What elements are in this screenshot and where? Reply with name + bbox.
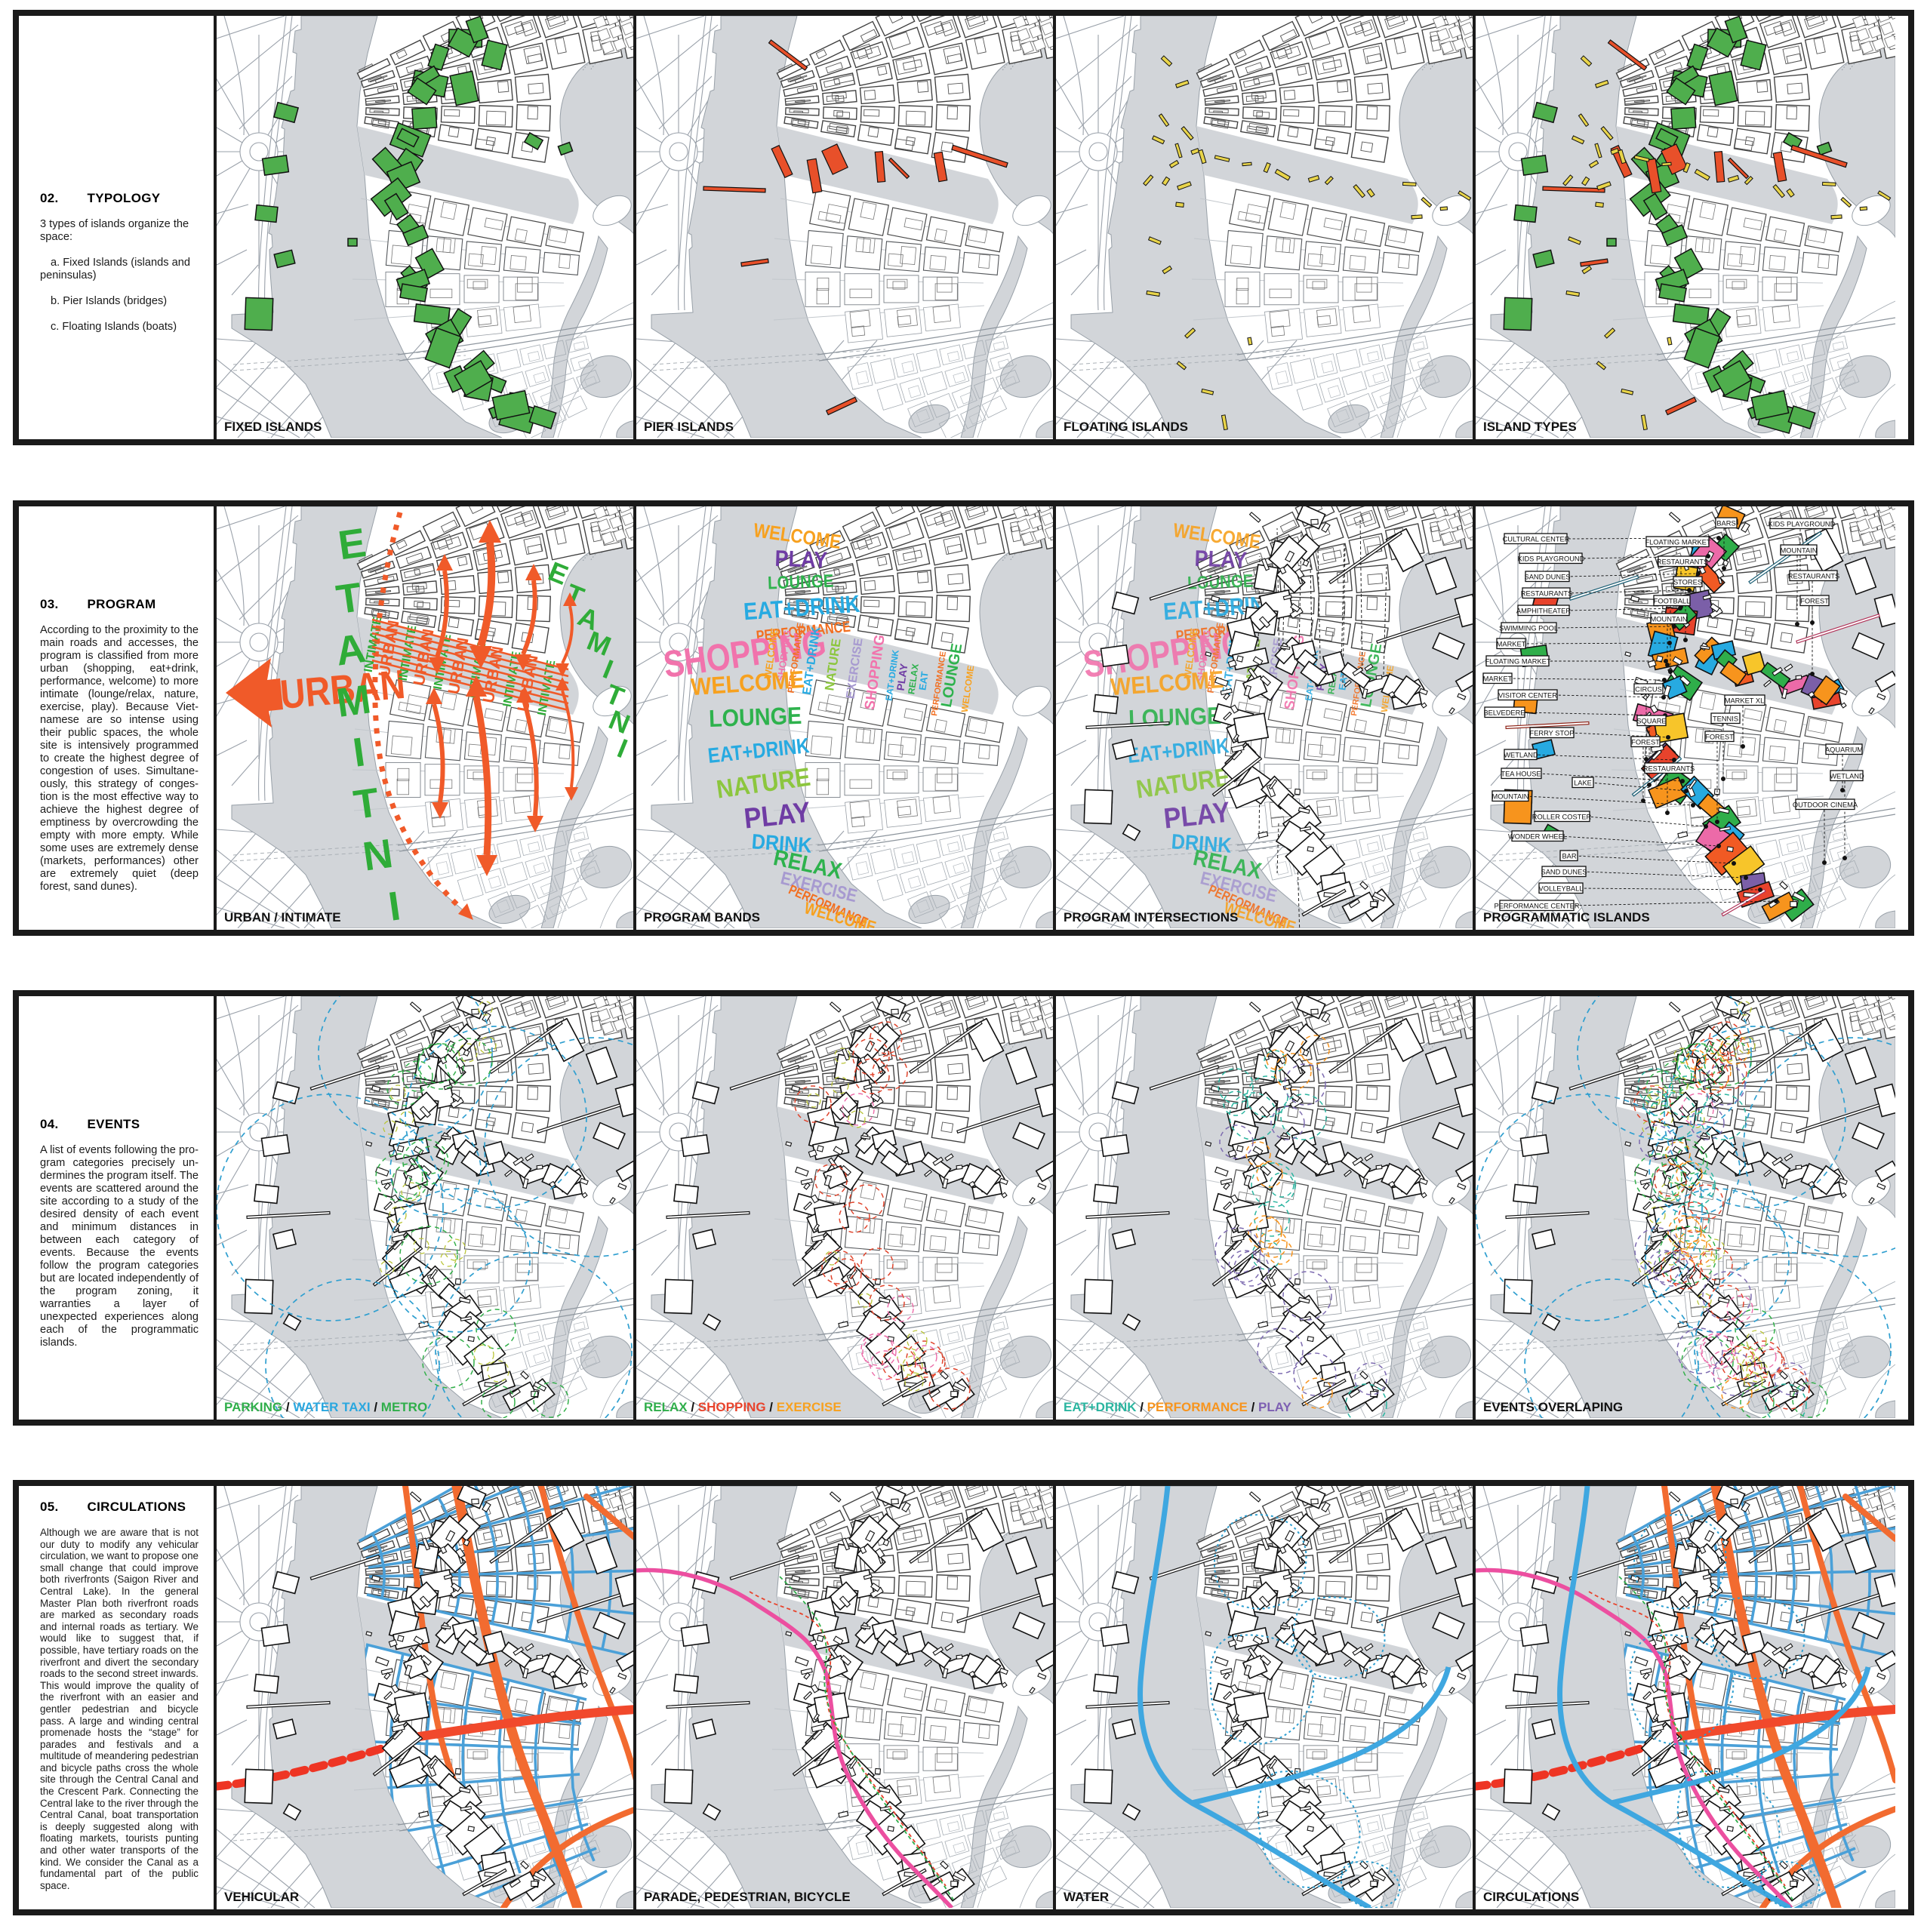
svg-text:VISITOR CENTER: VISITOR CENTER [1498, 692, 1557, 700]
svg-text:PLAY: PLAY [774, 546, 828, 574]
svg-text:PLAY: PLAY [743, 795, 812, 835]
svg-text:MARKET XL: MARKET XL [1725, 697, 1765, 705]
svg-text:SAND DUNES: SAND DUNES [1541, 869, 1587, 876]
svg-text:LOUNGE: LOUNGE [1128, 702, 1221, 732]
svg-text:OUTDOOR CINEMA: OUTDOOR CINEMA [1793, 801, 1858, 809]
svg-text:WATER: WATER [1064, 1890, 1109, 1904]
svg-text:EVENTS OVERLAPING: EVENTS OVERLAPING [1483, 1400, 1623, 1414]
svg-text:WETLAND: WETLAND [1504, 752, 1538, 759]
svg-text:KIDS PLAYGROUND: KIDS PLAYGROUND [1518, 555, 1585, 563]
svg-text:A: A [333, 626, 368, 675]
svg-text:FIXED ISLANDS: FIXED ISLANDS [224, 420, 322, 434]
svg-text:FOREST: FOREST [1631, 739, 1660, 746]
svg-text:PLAY: PLAY [1194, 546, 1248, 574]
svg-text:EAT: EAT [916, 671, 930, 691]
svg-text:PARKING / WATER TAXI / METRO: PARKING / WATER TAXI / METRO [224, 1400, 427, 1414]
svg-text:RESTAURANTS: RESTAURANTS [1788, 573, 1840, 580]
svg-text:DRINK: DRINK [751, 829, 813, 857]
svg-text:PROGRAMMATIC ISLANDS: PROGRAMMATIC ISLANDS [1483, 910, 1650, 924]
svg-text:WETLAND: WETLAND [1830, 773, 1864, 780]
svg-text:RESTAURANTS: RESTAURANTS [1657, 558, 1709, 566]
svg-text:SAND DUNES: SAND DUNES [1525, 574, 1571, 581]
svg-text:M: M [334, 676, 374, 726]
svg-text:PLAY: PLAY [1162, 795, 1232, 835]
svg-text:ISLAND TYPES: ISLAND TYPES [1483, 420, 1577, 434]
svg-text:LOUNGE: LOUNGE [1187, 571, 1254, 593]
svg-text:PROGRAM INTERSECTIONS: PROGRAM INTERSECTIONS [1064, 910, 1238, 924]
svg-text:RESTAURANTS: RESTAURANTS [1521, 590, 1573, 598]
svg-text:RELAX: RELAX [906, 663, 921, 695]
svg-text:FLOATING ISLANDS: FLOATING ISLANDS [1064, 420, 1188, 434]
svg-text:VOLLEYBALL: VOLLEYBALL [1539, 885, 1584, 893]
svg-text:VEHICULAR: VEHICULAR [224, 1890, 299, 1904]
svg-text:MARKET: MARKET [1483, 675, 1513, 683]
svg-text:FLOATING MARKET: FLOATING MARKET [1485, 658, 1550, 666]
svg-text:CIRCULATIONS: CIRCULATIONS [1483, 1890, 1579, 1904]
svg-text:TENNIS: TENNIS [1713, 715, 1738, 723]
svg-text:EAT+DRINK / PERFORMANCE / PLAY: EAT+DRINK / PERFORMANCE / PLAY [1064, 1400, 1291, 1414]
svg-text:URBAN: URBAN [279, 661, 407, 718]
svg-text:PLAY: PLAY [894, 663, 910, 692]
svg-text:N: N [360, 831, 396, 880]
svg-text:CIRCUS: CIRCUS [1635, 686, 1662, 694]
svg-text:PROGRAM BANDS: PROGRAM BANDS [644, 910, 760, 924]
svg-text:LOUNGE: LOUNGE [768, 571, 834, 593]
svg-text:KIDS PLAYGROUND: KIDS PLAYGROUND [1769, 521, 1836, 528]
svg-text:FOREST: FOREST [1705, 734, 1734, 741]
svg-text:FERRY STOP: FERRY STOP [1530, 730, 1575, 737]
svg-text:MARKET: MARKET [1497, 641, 1526, 648]
svg-text:CULTURAL CENTER: CULTURAL CENTER [1503, 536, 1570, 543]
svg-text:FOOTBALL: FOOTBALL [1654, 598, 1691, 605]
svg-text:BARS: BARS [1716, 520, 1735, 528]
svg-text:FLOATING MARKET: FLOATING MARKET [1645, 539, 1710, 546]
svg-text:MOUNTAIN: MOUNTAIN [1651, 616, 1688, 623]
svg-text:RELAX / SHOPPING / EXERCISE: RELAX / SHOPPING / EXERCISE [644, 1400, 842, 1414]
svg-text:AMPHITHEATER: AMPHITHEATER [1516, 608, 1571, 615]
svg-text:WONDER WHEEL: WONDER WHEEL [1508, 833, 1567, 841]
svg-text:BELVEDERE: BELVEDERE [1483, 709, 1525, 717]
svg-text:STORES: STORES [1673, 579, 1702, 586]
svg-text:PERFORMANCE CENTER: PERFORMANCE CENTER [1494, 903, 1579, 910]
svg-text:PARADE, PEDESTRIAN, BICYCLE: PARADE, PEDESTRIAN, BICYCLE [644, 1890, 851, 1904]
svg-text:MOUNTAIN: MOUNTAIN [1781, 547, 1818, 555]
svg-text:RESTAURANTS: RESTAURANTS [1643, 765, 1695, 773]
svg-text:BAR: BAR [1562, 853, 1576, 860]
svg-text:MOUNTAIN: MOUNTAIN [1492, 793, 1529, 801]
svg-text:E: E [335, 520, 368, 568]
svg-text:AQUARIUM: AQUARIUM [1825, 746, 1863, 754]
svg-text:FOREST: FOREST [1800, 598, 1829, 605]
svg-text:LOUNGE: LOUNGE [708, 702, 802, 732]
svg-text:DRINK: DRINK [1171, 829, 1233, 857]
svg-text:LAKE: LAKE [1574, 780, 1592, 787]
svg-text:URBAN / INTIMATE: URBAN / INTIMATE [224, 910, 341, 924]
svg-text:SQUARE: SQUARE [1636, 718, 1666, 725]
svg-text:PIER ISLANDS: PIER ISLANDS [644, 420, 734, 434]
svg-text:SWIMMING POOL: SWIMMING POOL [1499, 625, 1558, 632]
svg-text:ROLLER COSTER: ROLLER COSTER [1532, 814, 1592, 821]
svg-text:TEA HOUSE: TEA HOUSE [1501, 771, 1541, 778]
